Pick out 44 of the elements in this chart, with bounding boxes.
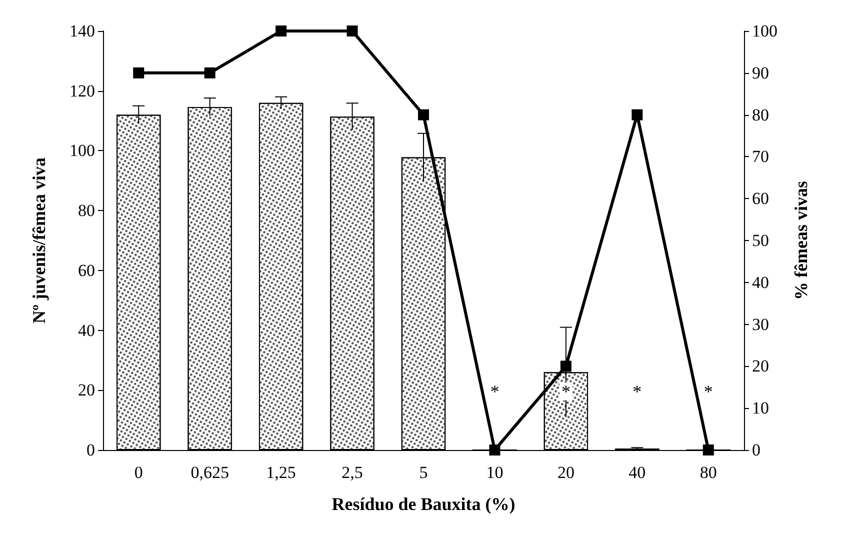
point	[489, 444, 500, 456]
point	[702, 444, 714, 456]
y2-tick-label: 20	[752, 356, 769, 376]
x-tick-label: 40	[628, 463, 646, 482]
x-tick-label: 1,25	[266, 463, 296, 482]
x-axis-title: Resíduo de Bauxita (%)	[332, 494, 516, 514]
point	[560, 360, 572, 372]
y2-tick-label: 50	[752, 231, 769, 250]
y2-tick-label: 70	[752, 147, 769, 166]
y2-tick-label: 0	[752, 440, 760, 460]
y2-tick-label: 90	[752, 63, 769, 82]
y-tick-label: 140	[70, 22, 95, 40]
y-tick-label: 120	[70, 81, 95, 100]
y-tick-label: 60	[78, 260, 95, 280]
y2-tick-label: 30	[752, 314, 769, 334]
point	[346, 26, 358, 36]
y2-tick-label: 60	[752, 189, 769, 208]
point	[418, 109, 429, 120]
x-tick-label: 2,5	[342, 463, 363, 482]
x-tick-label: 5	[419, 463, 428, 482]
annotation: *	[704, 381, 713, 402]
x-tick-label: 10	[486, 463, 504, 482]
point	[276, 26, 287, 36]
x-tick-label: 0,625	[190, 463, 229, 482]
point	[632, 109, 643, 120]
y-tick-label: 40	[78, 320, 95, 340]
x-tick-label: 0	[134, 463, 143, 482]
y-axis-title: Nº juvenis/fêmea viva	[29, 158, 49, 324]
y-tick-label: 20	[78, 380, 95, 400]
y-tick-label: 100	[70, 141, 95, 160]
x-tick-label: 20	[557, 463, 574, 482]
y2-tick-label: 80	[752, 105, 769, 124]
annotation: *	[490, 381, 500, 402]
y-tick-label: 0	[86, 440, 95, 460]
y2-axis-title: % fêmeas vivas	[791, 181, 811, 300]
point	[204, 67, 216, 78]
annotation: *	[561, 381, 570, 402]
y2-tick-label: 100	[752, 22, 778, 40]
y2-tick-label: 10	[752, 398, 769, 418]
point	[133, 67, 144, 78]
annotation: *	[632, 381, 642, 402]
y-tick-label: 80	[78, 201, 95, 220]
x-tick-label: 80	[700, 463, 717, 482]
y2-tick-label: 40	[752, 272, 769, 292]
